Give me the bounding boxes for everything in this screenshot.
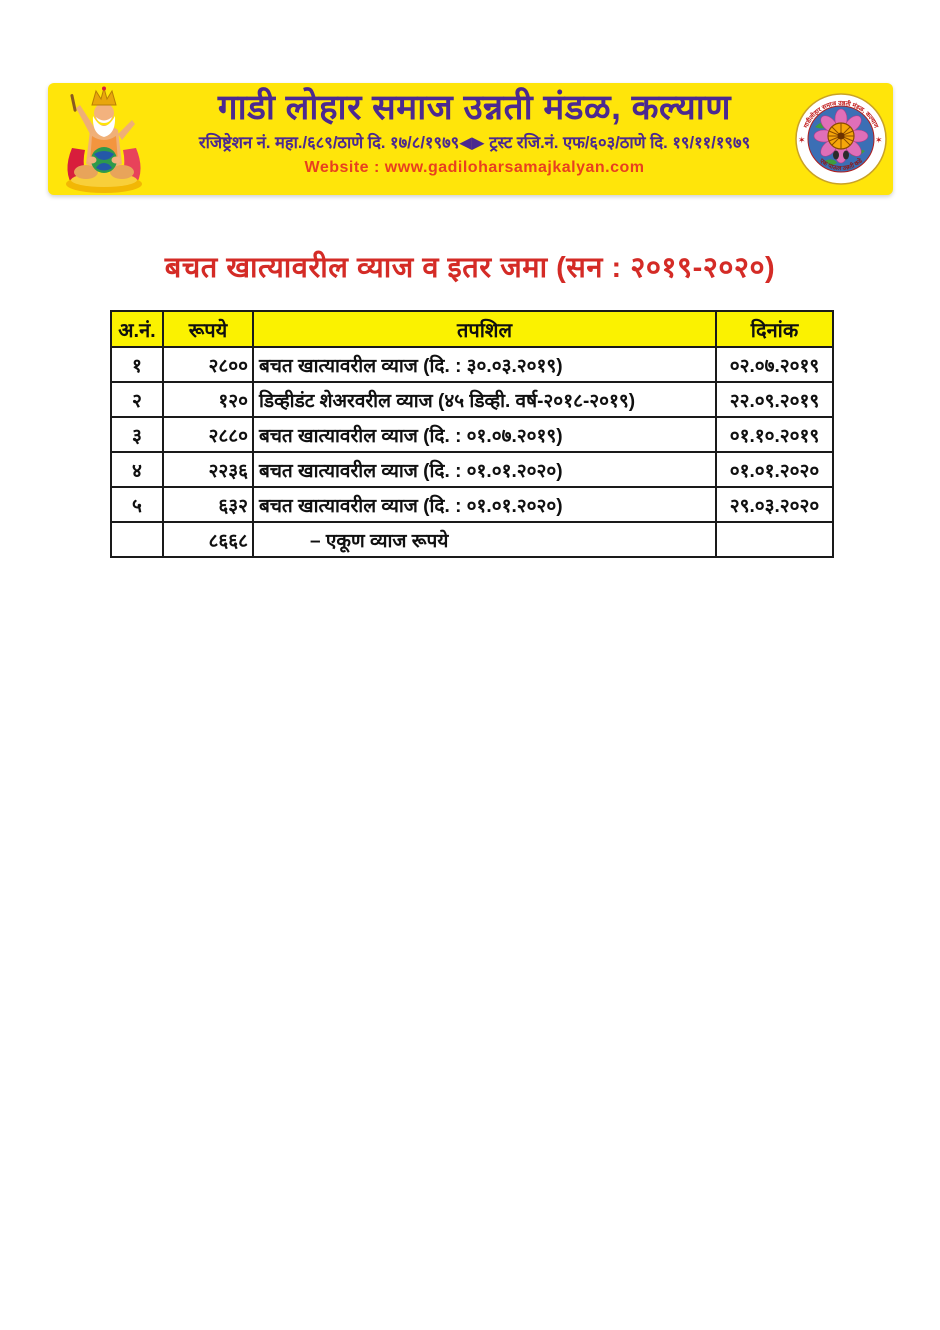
details-cell: बचत खात्यावरील व्याज (दि. : ०१.०१.२०२०)	[252, 486, 717, 523]
society-emblem-icon: ✶ ✶ गाडीलोहार समाज उन्नती मंडळ, कल्याण ए…	[795, 93, 887, 185]
table-total-row: ८६६८ – एकूण व्याज रूपये	[110, 521, 834, 558]
table-row: ५ ६३२ बचत खात्यावरील व्याज (दि. : ०१.०१.…	[110, 486, 834, 523]
sr-no-cell: २	[110, 381, 164, 418]
sr-no-cell: ४	[110, 451, 164, 488]
total-label-cell: – एकूण व्याज रूपये	[252, 521, 717, 558]
date-cell: ०१.०१.२०२०	[715, 451, 834, 488]
sr-no-cell	[110, 521, 164, 558]
amount-cell: ६३२	[162, 486, 254, 523]
sr-no-cell: ३	[110, 416, 164, 453]
details-cell: डिव्हीडंट शेअरवरील व्याज (४५ डिव्ही. वर्…	[252, 381, 717, 418]
interest-table: अ.नं. रूपये तपशिल दिनांक १ २८०० बचत खात्…	[110, 310, 834, 558]
details-cell: बचत खात्यावरील व्याज (दि. : ०१.०७.२०१९)	[252, 416, 717, 453]
sr-no-cell: १	[110, 346, 164, 383]
date-cell: २९.०३.२०२०	[715, 486, 834, 523]
amount-cell: २८८०	[162, 416, 254, 453]
date-cell: ०२.०७.२०१९	[715, 346, 834, 383]
banner-text-block: गाडी लोहार समाज उन्नती मंडळ, कल्याण रजिष…	[156, 83, 793, 195]
table-row: १ २८०० बचत खात्यावरील व्याज (दि. : ३०.०३…	[110, 346, 834, 383]
table-header-row: अ.नं. रूपये तपशिल दिनांक	[110, 310, 834, 348]
table-row: ३ २८८० बचत खात्यावरील व्याज (दि. : ०१.०७…	[110, 416, 834, 453]
emblem-star-left: ✶	[798, 135, 806, 145]
amount-cell: २८००	[162, 346, 254, 383]
header-details: तपशिल	[252, 310, 717, 348]
details-cell: बचत खात्यावरील व्याज (दि. : ०१.०१.२०२०)	[252, 451, 717, 488]
date-cell	[715, 521, 834, 558]
date-cell: ०१.१०.२०१९	[715, 416, 834, 453]
table-row: २ १२० डिव्हीडंट शेअरवरील व्याज (४५ डिव्ह…	[110, 381, 834, 418]
date-cell: २२.०९.२०१९	[715, 381, 834, 418]
amount-cell: १२०	[162, 381, 254, 418]
organization-name: गाडी लोहार समाज उन्नती मंडळ, कल्याण	[217, 88, 732, 127]
header-date: दिनांक	[715, 310, 834, 348]
total-amount-cell: ८६६८	[162, 521, 254, 558]
amount-cell: २२३६	[162, 451, 254, 488]
table-row: ४ २२३६ बचत खात्यावरील व्याज (दि. : ०१.०१…	[110, 451, 834, 488]
page-title: बचत खात्यावरील व्याज व इतर जमा (सन : २०१…	[164, 252, 776, 284]
website-url: Website : www.gadiloharsamajkalyan.com	[304, 159, 645, 176]
header-amount: रूपये	[162, 310, 254, 348]
letterhead-banner: गाडी लोहार समाज उन्नती मंडळ, कल्याण रजिष…	[48, 83, 893, 195]
vishwakarma-deity-icon	[54, 86, 154, 194]
emblem-star-right: ✶	[875, 135, 883, 145]
registration-details: रजिष्ट्रेशन नं. महा./६८९/ठाणे दि. १७/८/१…	[198, 134, 751, 152]
details-cell: बचत खात्यावरील व्याज (दि. : ३०.०३.२०१९)	[252, 346, 717, 383]
sr-no-cell: ५	[110, 486, 164, 523]
header-sr-no: अ.नं.	[110, 310, 164, 348]
